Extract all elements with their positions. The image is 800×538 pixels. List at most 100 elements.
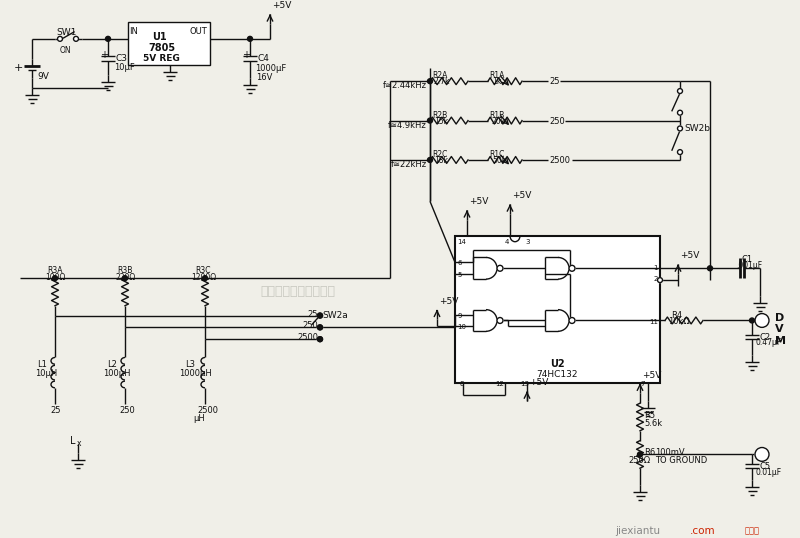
Text: R1A: R1A — [489, 72, 504, 80]
Text: 25: 25 — [50, 406, 61, 415]
Text: 1k: 1k — [492, 77, 502, 86]
Text: 2500: 2500 — [297, 333, 318, 342]
Text: 25: 25 — [549, 77, 559, 86]
Text: 250: 250 — [302, 322, 318, 330]
Circle shape — [202, 275, 207, 281]
Circle shape — [750, 318, 754, 323]
Text: 250: 250 — [119, 406, 134, 415]
Text: .001μF: .001μF — [736, 261, 762, 271]
Text: R2A: R2A — [432, 72, 447, 80]
Circle shape — [755, 314, 769, 327]
Text: 100mV: 100mV — [655, 449, 685, 457]
Circle shape — [106, 37, 110, 41]
Text: 9V: 9V — [37, 72, 49, 81]
Text: C1: C1 — [742, 256, 753, 265]
Text: f≊2.44kHz: f≊2.44kHz — [383, 81, 427, 90]
Text: U2: U2 — [550, 359, 564, 369]
Text: C2: C2 — [760, 333, 771, 342]
Text: 20k: 20k — [492, 117, 506, 126]
Text: 25: 25 — [307, 310, 318, 318]
Circle shape — [497, 317, 503, 323]
Text: 100Ω: 100Ω — [45, 273, 66, 282]
Text: 5.6k: 5.6k — [644, 419, 662, 428]
Text: M: M — [775, 336, 786, 346]
Circle shape — [569, 317, 575, 323]
Text: +5V: +5V — [512, 192, 531, 200]
Text: 250Ω: 250Ω — [628, 456, 650, 465]
Text: 10: 10 — [457, 324, 466, 330]
Text: +: + — [759, 320, 768, 329]
Circle shape — [318, 337, 322, 342]
Circle shape — [497, 265, 503, 271]
Text: 2500: 2500 — [197, 406, 218, 415]
Text: 16V: 16V — [256, 73, 272, 82]
Text: R3C: R3C — [195, 266, 210, 275]
Text: +5V: +5V — [439, 296, 458, 306]
Circle shape — [638, 452, 642, 457]
Text: 5V REG: 5V REG — [143, 54, 180, 62]
Circle shape — [318, 325, 322, 330]
Text: 50k: 50k — [492, 156, 506, 165]
Text: +5V: +5V — [529, 378, 548, 387]
Circle shape — [318, 313, 322, 318]
Text: R3A: R3A — [47, 266, 62, 275]
Circle shape — [658, 278, 662, 282]
Text: V: V — [775, 324, 784, 335]
Text: +5V: +5V — [272, 1, 291, 10]
Text: ON: ON — [60, 46, 72, 55]
Text: 220Ω: 220Ω — [115, 273, 135, 282]
Text: SW2a: SW2a — [322, 310, 348, 320]
Bar — [455, 236, 660, 384]
Bar — [128, 22, 210, 66]
Text: 15k: 15k — [434, 117, 448, 126]
Text: 10μH: 10μH — [35, 369, 58, 378]
Text: 2: 2 — [654, 276, 658, 282]
Text: 18k: 18k — [434, 156, 448, 165]
Circle shape — [122, 275, 127, 281]
Circle shape — [678, 89, 682, 94]
Text: R1C: R1C — [489, 150, 504, 159]
Circle shape — [678, 110, 682, 115]
Circle shape — [318, 313, 322, 318]
Text: 1000μF: 1000μF — [255, 65, 286, 74]
Text: +5V: +5V — [469, 197, 488, 206]
Circle shape — [318, 325, 322, 330]
Text: L1: L1 — [37, 360, 47, 369]
Circle shape — [74, 37, 78, 41]
Text: 12: 12 — [495, 380, 504, 386]
Text: 2500: 2500 — [549, 156, 570, 165]
Text: 杭州将睿科技有限公司: 杭州将睿科技有限公司 — [260, 285, 335, 298]
Text: L3: L3 — [185, 360, 195, 369]
Circle shape — [53, 275, 58, 281]
Text: +5V: +5V — [680, 251, 699, 260]
Text: L2: L2 — [107, 360, 117, 369]
Text: 14: 14 — [457, 239, 466, 245]
Text: jiexiantu: jiexiantu — [615, 526, 660, 536]
Text: f≊4.9kHz: f≊4.9kHz — [388, 121, 427, 130]
Text: +: + — [242, 49, 250, 60]
Circle shape — [427, 158, 433, 162]
Text: 10μF: 10μF — [114, 63, 134, 73]
Text: 0.47μF: 0.47μF — [756, 338, 782, 347]
Text: 7: 7 — [640, 380, 645, 386]
Text: C5: C5 — [760, 462, 771, 471]
Text: 3: 3 — [525, 239, 530, 245]
Text: 74HC132: 74HC132 — [536, 370, 578, 379]
Text: 1200Ω: 1200Ω — [191, 273, 216, 282]
Text: 10kΩ: 10kΩ — [668, 316, 690, 325]
Text: 1000μH: 1000μH — [179, 369, 212, 378]
Text: 1: 1 — [654, 265, 658, 271]
Text: +5V: +5V — [642, 371, 662, 379]
Text: R2C: R2C — [432, 150, 447, 159]
Text: OUT: OUT — [190, 27, 207, 36]
Text: R4: R4 — [671, 310, 682, 320]
Text: R5: R5 — [644, 411, 655, 420]
Text: 11: 11 — [649, 318, 658, 324]
Text: +: + — [100, 49, 108, 60]
Text: 7805: 7805 — [148, 43, 175, 53]
Text: SW1: SW1 — [56, 28, 76, 37]
Circle shape — [569, 265, 575, 271]
Text: SW2b: SW2b — [684, 124, 710, 132]
Text: −: − — [758, 452, 769, 465]
Text: D: D — [775, 313, 784, 323]
